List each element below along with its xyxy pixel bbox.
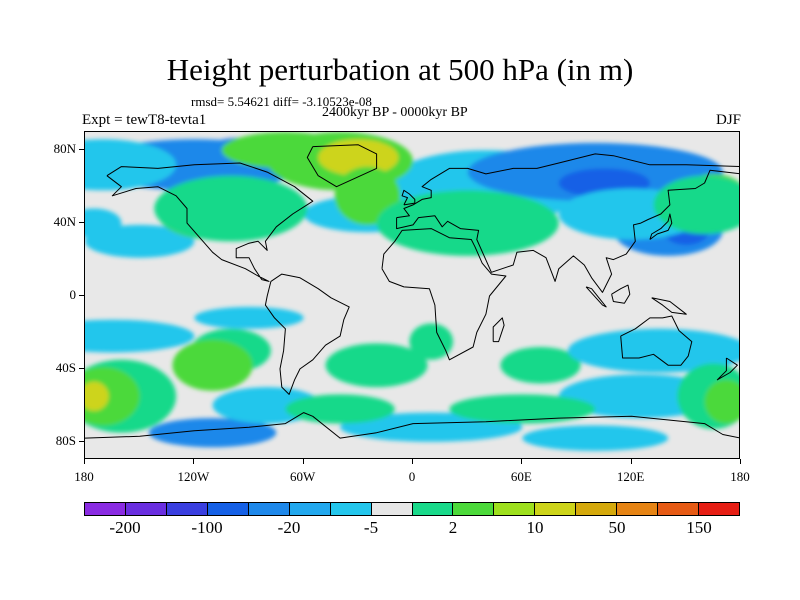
x-tick-mark [84, 459, 85, 464]
x-tick-mark [521, 459, 523, 464]
period-label: 2400kyr BP - 0000kyr BP [322, 105, 468, 120]
coastline-new-guinea [651, 297, 687, 315]
y-tick-label: 80S [55, 432, 76, 448]
coastline-new-zealand [716, 357, 738, 381]
y-tick-mark [79, 440, 84, 442]
colorbar-label: 10 [526, 518, 544, 537]
x-tick-label: 60E [510, 469, 532, 484]
coastline-japan [649, 213, 673, 240]
field-region-24 [194, 306, 304, 329]
y-tick-label: 0 [69, 287, 77, 302]
colorbar-swatch-11 [535, 503, 577, 515]
chart-title: Height perturbation at 500 hPa (in m) [166, 52, 634, 87]
colorbar-swatch-1 [125, 503, 167, 515]
colorbar [84, 502, 740, 516]
colorbar-swatch-7 [371, 503, 413, 515]
colorbar-swatch-8 [412, 503, 454, 515]
x-tick-label: 180 [74, 469, 94, 484]
colorbar-label: -20 [277, 518, 301, 537]
coastline-borneo [611, 284, 631, 304]
map-plot-area [84, 131, 740, 459]
x-tick-label: 60W [290, 469, 316, 484]
y-tick-mark [79, 149, 84, 151]
field-region-42 [285, 394, 395, 424]
coastline-sumatra [585, 286, 607, 308]
colorbar-swatch-4 [248, 503, 290, 515]
y-tick-mark [79, 295, 84, 296]
colorbar-swatch-2 [166, 503, 208, 515]
colorbar-label: -100 [191, 518, 223, 537]
coastline-south-america [264, 273, 350, 395]
colorbar-swatch-14 [658, 503, 700, 515]
coastline-greenland [306, 144, 378, 188]
field-region-26 [172, 339, 253, 391]
field-region-35 [85, 381, 109, 411]
field-region-30 [500, 347, 581, 384]
y-tick-label: 40S [55, 359, 76, 375]
field-region-15 [318, 139, 399, 176]
experiment-label: Expt = tewT8-tevta1 [82, 112, 207, 128]
x-tick-mark [630, 459, 632, 464]
field-region-20 [376, 190, 559, 256]
y-tick-mark [79, 367, 84, 369]
colorbar-label: 150 [686, 518, 712, 537]
colorbar-label: -200 [109, 518, 141, 537]
coastline-madagascar [492, 317, 505, 343]
colorbar-label: 2 [448, 518, 458, 537]
x-tick-mark [740, 459, 741, 464]
colorbar-swatch-10 [494, 503, 536, 515]
colorbar-swatch-3 [207, 503, 249, 515]
field-region-31 [567, 328, 739, 373]
coastline-great-britain [401, 189, 416, 206]
field-region-34 [85, 367, 140, 426]
y-tick-label: 80N [53, 141, 76, 157]
coastline-layer [85, 144, 739, 439]
colorbar-swatch-5 [289, 503, 331, 515]
field-region-38 [148, 418, 277, 448]
colorbar-label: -5 [363, 518, 379, 537]
y-tick-mark [79, 222, 84, 224]
colorbar-label: 50 [608, 518, 626, 537]
x-tick-mark [302, 459, 304, 464]
field-region-37 [704, 379, 739, 424]
colorbar-swatch-13 [617, 503, 659, 515]
field-region-28 [325, 343, 428, 388]
height-field-layer [85, 132, 739, 451]
x-tick-mark [193, 459, 195, 464]
colorbar-swatch-9 [453, 503, 495, 515]
colorbar-swatch-0 [85, 503, 126, 515]
x-tick-mark [412, 459, 413, 464]
y-tick-label: 40N [53, 214, 76, 230]
x-tick-label: 120E [616, 469, 645, 484]
x-tick-label: 120W [177, 469, 210, 484]
rmsd-subtitle: rmsd= 5.54621 diff= -3.10523e-08 [191, 94, 372, 109]
map-canvas [85, 132, 739, 451]
field-region-2 [85, 139, 177, 191]
field-region-29 [409, 323, 454, 360]
coastline-north-america [106, 162, 314, 282]
coastline-africa [381, 228, 507, 361]
colorbar-swatch-12 [576, 503, 618, 515]
x-tick-label: 180 [730, 469, 750, 484]
coastline-eurasia [396, 153, 739, 293]
field-region-43 [449, 394, 596, 424]
coastline-antarctica [85, 412, 739, 439]
colorbar-swatch-6 [330, 503, 372, 515]
coastline-australia [620, 315, 693, 366]
colorbar-swatch-15 [699, 503, 739, 515]
field-region-23 [85, 319, 195, 353]
field-region-18 [154, 175, 308, 242]
field-region-12 [85, 208, 122, 238]
season-label: DJF [715, 112, 741, 128]
x-tick-label: 0 [408, 469, 416, 484]
field-region-41 [522, 425, 669, 451]
